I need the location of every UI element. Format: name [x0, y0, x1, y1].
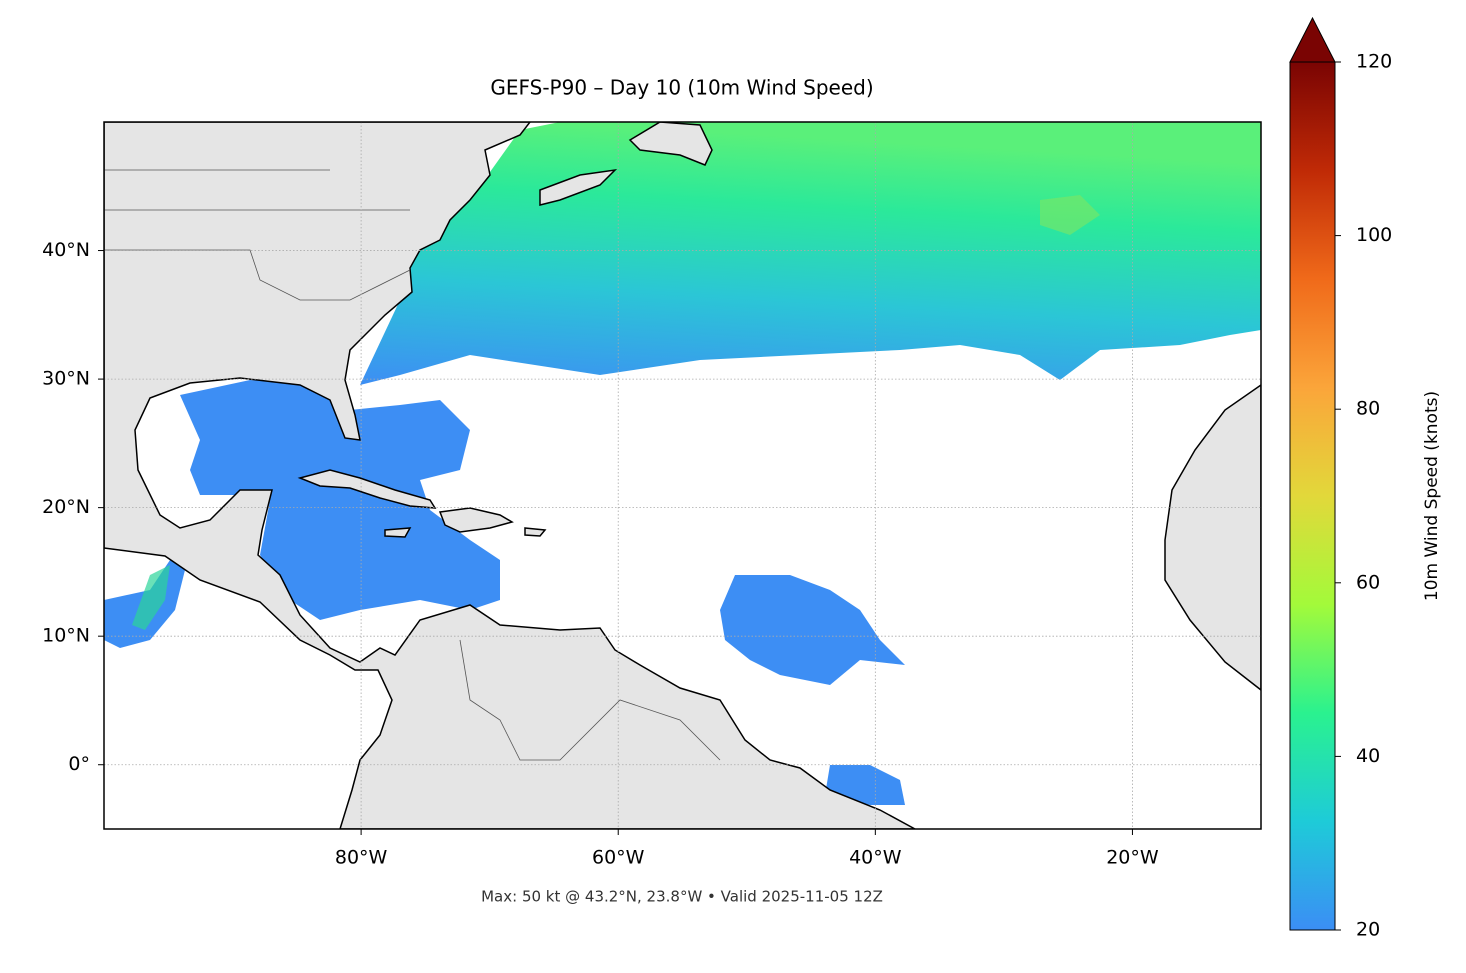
footer: Max: 50 kt @ 43.2°N, 23.8°W • Valid 2025…: [481, 888, 883, 906]
map: [104, 122, 1261, 829]
x-tick-label: 80°W: [335, 847, 388, 869]
y-tick-label: 40°N: [42, 239, 90, 261]
y-tick-label: 0°: [68, 753, 90, 775]
x-tick-label: 20°W: [1106, 847, 1159, 869]
grid: [104, 122, 1261, 829]
wind-field: [132, 565, 170, 630]
title: GEFS-P90 – Day 10 (10m Wind Speed): [490, 76, 873, 100]
map-frame: [103, 121, 1262, 830]
colorbar-extend: [1289, 16, 1336, 63]
colorbar-tick-label: 20: [1356, 919, 1380, 941]
colorbar: [1289, 61, 1336, 931]
y-tick-label: 20°N: [42, 496, 90, 518]
y-tick-label: 30°N: [42, 368, 90, 390]
land: [539, 168, 618, 206]
wind-field: [180, 380, 500, 620]
land: [438, 507, 514, 533]
colorbar-tick-label: 100: [1356, 224, 1392, 246]
wind-field: [720, 575, 905, 685]
colorbar-tick-label: 80: [1356, 398, 1380, 420]
colorbar-label: 10m Wind Speed (knots): [1422, 391, 1442, 601]
x-tick-label: 60°W: [592, 847, 645, 869]
land: [524, 527, 547, 537]
colorbar-tick-label: 60: [1356, 571, 1380, 593]
land: [1164, 384, 1261, 691]
colorbar-tick-label: 120: [1356, 51, 1392, 73]
x-tick-label: 40°W: [849, 847, 902, 869]
colorbar-tick-label: 40: [1356, 745, 1380, 767]
land: [384, 527, 412, 538]
wind-field: [825, 765, 905, 805]
y-tick-label: 10°N: [42, 625, 90, 647]
land: [297, 469, 437, 509]
land: [104, 122, 916, 829]
wind-max: [1040, 195, 1100, 235]
border: [459, 639, 721, 761]
border: [104, 249, 411, 301]
